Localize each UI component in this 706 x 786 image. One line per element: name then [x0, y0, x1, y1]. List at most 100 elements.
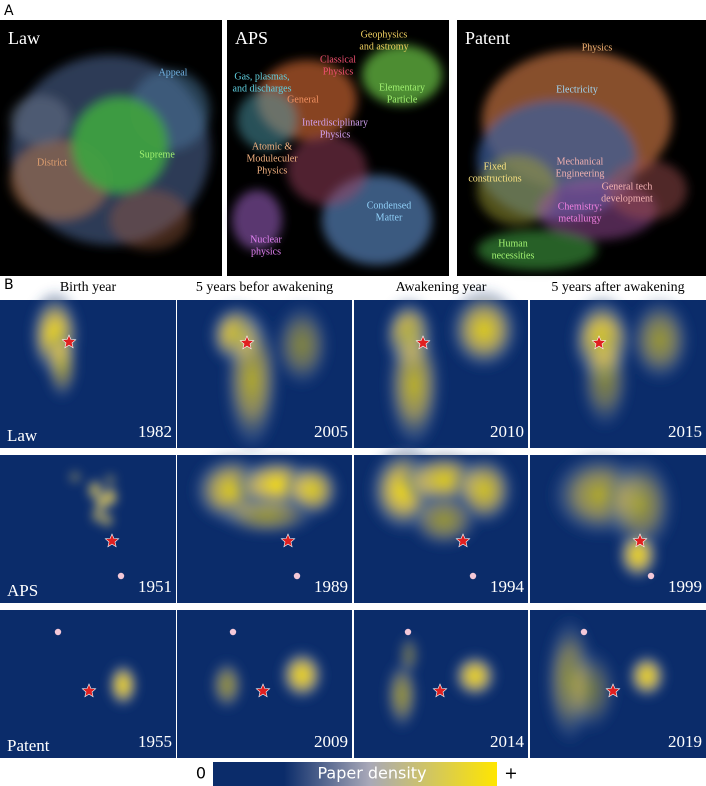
year-label: 2014: [490, 732, 525, 751]
map-cloud-blob: [607, 160, 687, 220]
year-label: 2019: [668, 732, 702, 751]
map-label: Physics: [257, 165, 288, 176]
map-label: Electricity: [556, 84, 598, 95]
density-blobs: [547, 450, 678, 582]
awakening-star: [104, 533, 120, 548]
row-label: Law: [7, 426, 38, 445]
map-title: Law: [8, 28, 40, 48]
density-cell: 2014: [354, 610, 528, 758]
density-cell: 2015: [530, 295, 706, 448]
map-cloud: [477, 50, 687, 270]
map-label: Nuclear: [250, 234, 282, 245]
density-blob: [222, 305, 282, 455]
map-label: District: [37, 157, 67, 168]
panel-label: B: [4, 277, 14, 293]
density-blob: [99, 511, 115, 529]
density-blob: [446, 288, 522, 372]
map-label: metallurgy: [558, 213, 601, 224]
colorbar-min: 0: [196, 764, 206, 783]
density-cell: 1999: [530, 450, 706, 603]
density-blobs: [366, 445, 517, 550]
map-title: Patent: [465, 28, 510, 48]
density-cell: 2009: [177, 610, 352, 758]
origin-dot: [580, 628, 588, 636]
map-label: and astromy: [359, 41, 408, 52]
density-blob: [578, 327, 632, 433]
map-label: General: [287, 94, 319, 105]
year-label: 1999: [668, 577, 702, 596]
density-blobs: [543, 612, 668, 748]
awakening-star: [239, 335, 255, 350]
map: Law Appeal District Supreme: [0, 20, 222, 276]
awakening-star: [605, 683, 621, 698]
map-label: Elementary: [379, 82, 425, 93]
row-label: Patent: [7, 736, 50, 755]
density-blob: [101, 485, 119, 509]
awakening-star: [61, 334, 77, 349]
column-header: 5 years befor awakening: [196, 280, 333, 295]
year-label: 1955: [138, 732, 172, 751]
density-blob: [397, 632, 421, 678]
map-label: physics: [251, 246, 281, 257]
density-blob: [451, 652, 499, 700]
map-label: Interdisciplinary: [302, 117, 368, 128]
density-blob: [560, 645, 620, 735]
density-blob: [106, 661, 140, 709]
map-cloud-blob: [477, 230, 597, 270]
density-blobs: [67, 469, 119, 529]
density-blobs: [384, 632, 499, 733]
map-label: Chemistry;: [558, 201, 603, 212]
year-label: 2015: [668, 422, 702, 441]
map-label: Condensed: [367, 200, 411, 211]
awakening-star: [432, 683, 448, 698]
density-blob: [272, 300, 332, 390]
density-blobs: [106, 661, 140, 709]
origin-dot: [293, 572, 301, 580]
density-blobs: [569, 295, 693, 433]
origin-dot: [54, 628, 62, 636]
density-blobs: [209, 648, 326, 712]
year-label: 1951: [138, 577, 172, 596]
map-label: General tech: [602, 181, 653, 192]
density-cell: 2010: [354, 288, 528, 453]
map-label: Classical: [320, 54, 356, 65]
density-blob: [626, 652, 668, 700]
density-blob: [214, 492, 320, 538]
map-cloud-blob: [232, 190, 282, 250]
year-label: 1994: [490, 577, 525, 596]
map-label: Geophysics: [361, 29, 408, 40]
map-label: Fixed: [484, 161, 507, 172]
row-label: APS: [7, 581, 38, 600]
column-header: Awakening year: [396, 280, 487, 295]
origin-dot: [469, 572, 477, 580]
colorbar-label: Paper density: [317, 764, 426, 783]
panel-label: A: [4, 3, 14, 19]
map-cloud-blob: [362, 45, 442, 105]
map-label: Engineering: [556, 168, 605, 179]
density-blob: [278, 648, 326, 702]
column-header: 5 years after awakening: [551, 280, 684, 295]
map-cloud-blob: [477, 155, 557, 225]
origin-dot: [229, 628, 237, 636]
colorbar: [213, 762, 497, 786]
map-cloud-blob: [10, 95, 70, 145]
origin-dot: [404, 628, 412, 636]
map-label: Physics: [323, 66, 354, 77]
map-label: Matter: [376, 212, 403, 223]
density-blobs: [190, 452, 342, 538]
year-label: 1989: [314, 577, 348, 596]
map-label: and discharges: [233, 83, 292, 94]
density-cell: 1955 Patent: [0, 610, 176, 758]
awakening-star: [280, 533, 296, 548]
year-label: 2005: [314, 422, 348, 441]
year-label: 2009: [314, 732, 348, 751]
column-header: Birth year: [60, 280, 117, 295]
awakening-star: [591, 335, 607, 350]
density-blob: [602, 452, 678, 558]
density-blob: [406, 490, 482, 550]
density-blob: [627, 295, 693, 385]
map-label: Mechanical: [557, 156, 604, 167]
density-blob: [209, 658, 245, 712]
